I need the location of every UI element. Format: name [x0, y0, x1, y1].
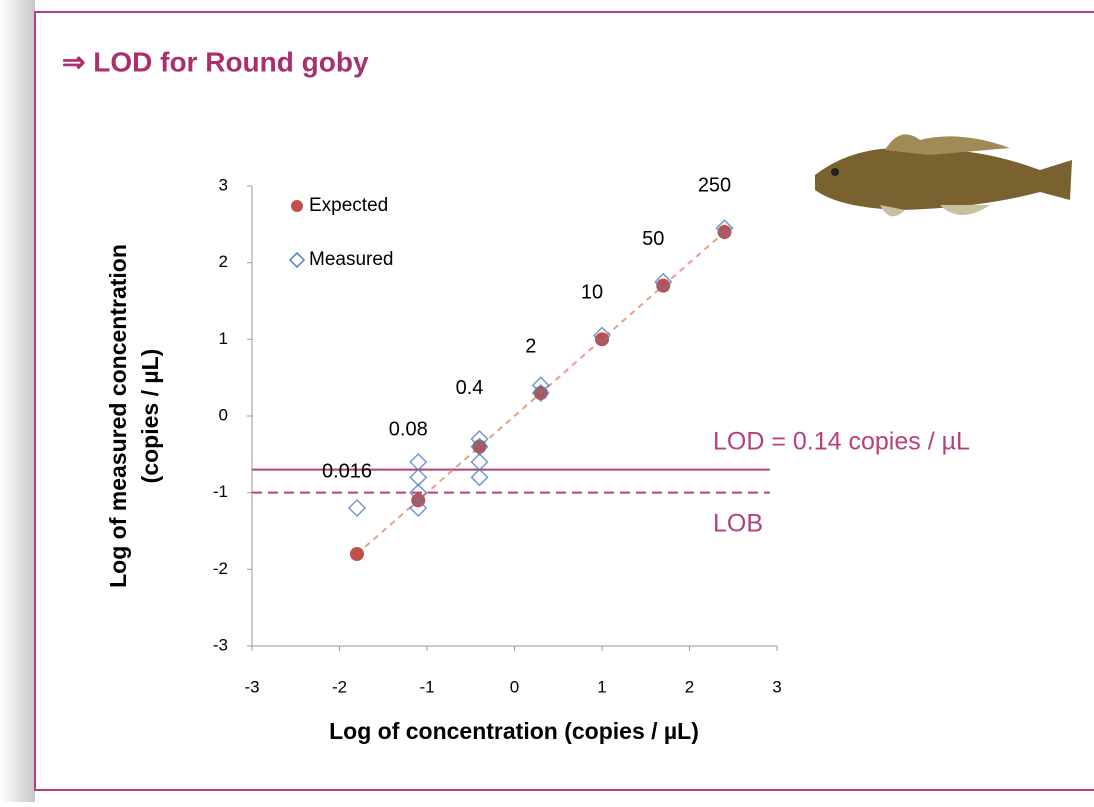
- slide-title: ⇒ LOD for Round goby: [62, 46, 369, 77]
- slide-frame: [35, 12, 1094, 790]
- point-annotation: 50: [642, 228, 664, 250]
- x-tick-label: 1: [597, 677, 606, 696]
- legend-marker: [291, 200, 303, 212]
- x-axis-title: Log of concentration (copies / µL): [329, 718, 699, 744]
- y-tick-label: 1: [219, 329, 228, 348]
- point-annotation: 0.08: [389, 419, 428, 441]
- y-tick-label: -3: [213, 635, 228, 654]
- slide: ⇒ LOD for Round goby -3 -2 -1 0 1 2 3 -3 -2 -1 0 1 2…: [0, 0, 1094, 802]
- point: [350, 547, 364, 561]
- x-tick-label: -2: [332, 677, 347, 696]
- shadow: [0, 0, 35, 802]
- reference-label: LOD = 0.14 copies / µL: [713, 427, 970, 455]
- y-tick-label: 0: [219, 405, 228, 424]
- x-tick-label: 0: [510, 677, 519, 696]
- point-annotation: 0.016: [322, 460, 372, 482]
- point-annotation: 250: [698, 174, 731, 196]
- point-annotation: 2: [525, 335, 536, 357]
- legend-label: Expected: [309, 195, 388, 216]
- point-annotation: 0.4: [456, 377, 484, 399]
- y-axis-title: (copies / µL): [137, 349, 163, 484]
- point-annotation: 10: [581, 282, 603, 304]
- y-tick-label: -1: [213, 482, 228, 501]
- y-tick-label: 2: [219, 252, 228, 271]
- x-tick-label: -1: [419, 677, 434, 696]
- x-tick-label: -3: [244, 677, 259, 696]
- y-tick-label: -2: [213, 559, 228, 578]
- y-axis-title: Log of measured concentration: [105, 244, 131, 588]
- legend-label: Measured: [309, 249, 394, 270]
- y-tick-label: 3: [219, 175, 228, 194]
- x-tick-label: 3: [772, 677, 781, 696]
- x-tick-label: 2: [685, 677, 694, 696]
- reference-label: LOB: [713, 509, 763, 537]
